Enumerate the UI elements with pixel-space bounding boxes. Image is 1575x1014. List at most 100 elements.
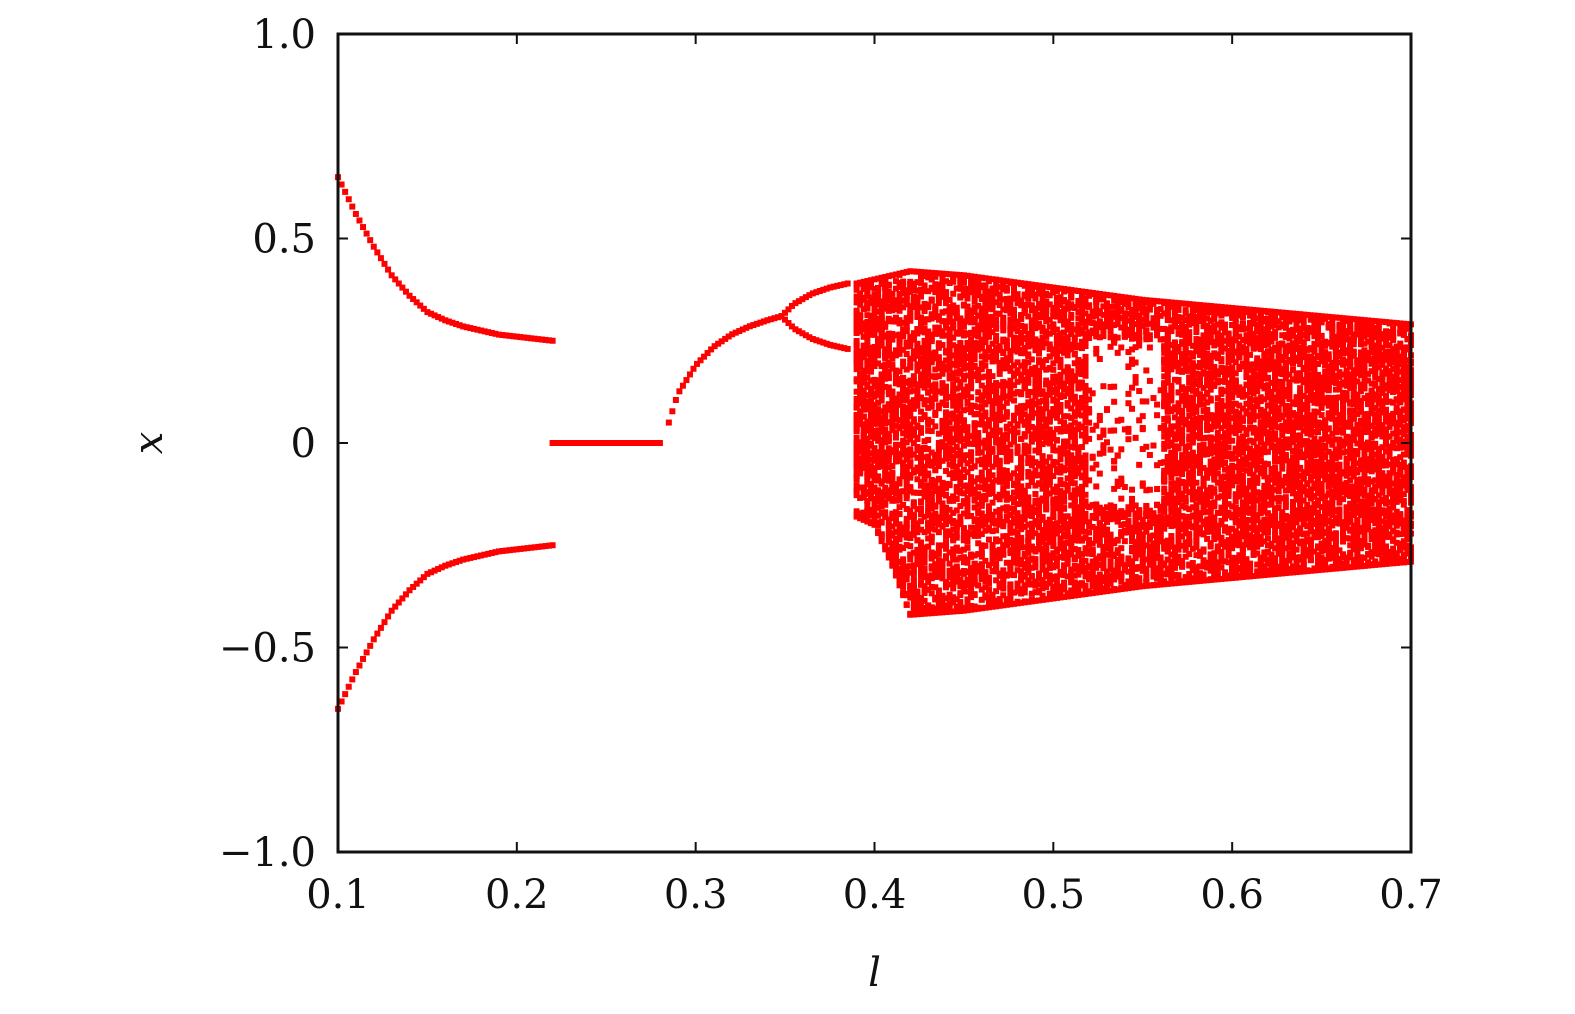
chaos-point: [1003, 425, 1010, 432]
chaos-point: [1053, 347, 1060, 354]
chaos-point: [896, 417, 903, 424]
chaos-point: [1057, 376, 1064, 383]
chaos-point: [1036, 570, 1043, 577]
chaos-point: [1061, 548, 1068, 555]
chaos-point: [950, 334, 957, 341]
chaos-point: [853, 420, 860, 427]
chaos-edge-point: [1014, 279, 1021, 286]
chaos-point: [1078, 330, 1085, 337]
chaos-point: [946, 514, 953, 521]
chaos-point: [853, 396, 860, 403]
chaos-point: [1086, 406, 1093, 413]
chaos-point: [982, 481, 989, 488]
chaos-point: [878, 324, 885, 331]
chaos-point: [964, 488, 971, 495]
chaos-point: [1014, 348, 1021, 355]
chaos-point: [928, 564, 935, 571]
chaos-point: [932, 383, 939, 390]
chaos-point: [896, 545, 903, 552]
branch-point: [585, 440, 592, 446]
chaos-point: [1028, 322, 1035, 329]
chaos-point: [1039, 548, 1046, 555]
chaos-point: [1032, 364, 1039, 371]
chaos-point: [900, 326, 907, 333]
chaos-edge-point: [1018, 599, 1025, 606]
chaos-point: [971, 318, 978, 325]
chaos-point: [943, 320, 950, 327]
chaos-point: [914, 525, 921, 532]
chaos-point: [1075, 522, 1082, 529]
chaos-point: [1032, 435, 1039, 442]
chaos-point: [1057, 341, 1064, 348]
branch-point: [435, 565, 442, 572]
chaos-point: [878, 392, 885, 399]
chaos-point: [1068, 379, 1075, 386]
chaos-point: [957, 330, 964, 337]
chaos-point: [871, 355, 878, 362]
chaos-point: [996, 537, 1003, 544]
chaos-point: [1010, 317, 1017, 324]
chaos-point: [1064, 323, 1071, 330]
chaos-point: [985, 329, 992, 336]
chaos-point: [950, 307, 957, 314]
chaos-point: [885, 337, 892, 344]
chaos-point: [957, 294, 964, 301]
chaos-point: [885, 317, 892, 324]
chaos-point: [996, 367, 1003, 374]
chaos-point: [857, 465, 864, 472]
chaos-point: [1053, 459, 1060, 466]
branch-point: [438, 315, 445, 322]
chaos-point: [1014, 500, 1021, 507]
chaos-point: [882, 301, 889, 308]
chaos-point: [1064, 438, 1071, 445]
chaos-point: [903, 293, 910, 300]
chaos-point: [950, 290, 957, 297]
branch-point: [635, 440, 642, 446]
chaos-point: [1086, 477, 1093, 484]
chaos-point: [985, 314, 992, 321]
chaos-point: [1046, 301, 1053, 308]
chaos-point: [960, 466, 967, 473]
chaos-point: [1039, 585, 1046, 592]
chaos-point: [968, 482, 975, 489]
branch-point: [736, 328, 743, 335]
chaos-point: [985, 375, 992, 382]
chaos-edge-point: [903, 269, 910, 276]
chaos-point: [1068, 422, 1075, 429]
chaos-point: [1010, 515, 1017, 522]
chaos-point: [1007, 475, 1014, 482]
chaos-edge-point: [857, 279, 864, 286]
chaos-point: [989, 382, 996, 389]
chaos-point: [989, 542, 996, 549]
chaos-point: [871, 433, 878, 440]
chaos-point: [939, 592, 946, 599]
chaos-point: [1050, 350, 1057, 357]
chaos-point: [878, 362, 885, 369]
chaos-point: [1007, 587, 1014, 594]
chaos-point: [896, 441, 903, 448]
chaos-point: [964, 538, 971, 545]
chaos-point: [1064, 326, 1071, 333]
branch-point: [834, 282, 841, 289]
chaos-point: [1010, 554, 1017, 561]
chaos-point: [953, 436, 960, 443]
chaos-point: [1071, 326, 1078, 333]
chaos-point: [853, 322, 860, 329]
chaos-point: [1082, 369, 1089, 376]
chaos-point: [892, 314, 899, 321]
chaos-point: [943, 603, 950, 610]
chaos-point: [867, 466, 874, 473]
chaos-edge-point: [896, 270, 903, 277]
chaos-edge-point: [1032, 282, 1039, 289]
chaos-point: [864, 305, 871, 312]
chaos-point: [1007, 316, 1014, 323]
chaos-point: [1025, 336, 1032, 343]
chaos-point: [1000, 485, 1007, 492]
chaos-edge-point: [1082, 288, 1089, 295]
chaos-point: [1057, 498, 1064, 505]
chaos-point: [903, 469, 910, 476]
chaos-point: [1032, 336, 1039, 343]
chaos-point: [996, 507, 1003, 514]
chaos-point: [935, 300, 942, 307]
chaos-point: [1010, 489, 1017, 496]
